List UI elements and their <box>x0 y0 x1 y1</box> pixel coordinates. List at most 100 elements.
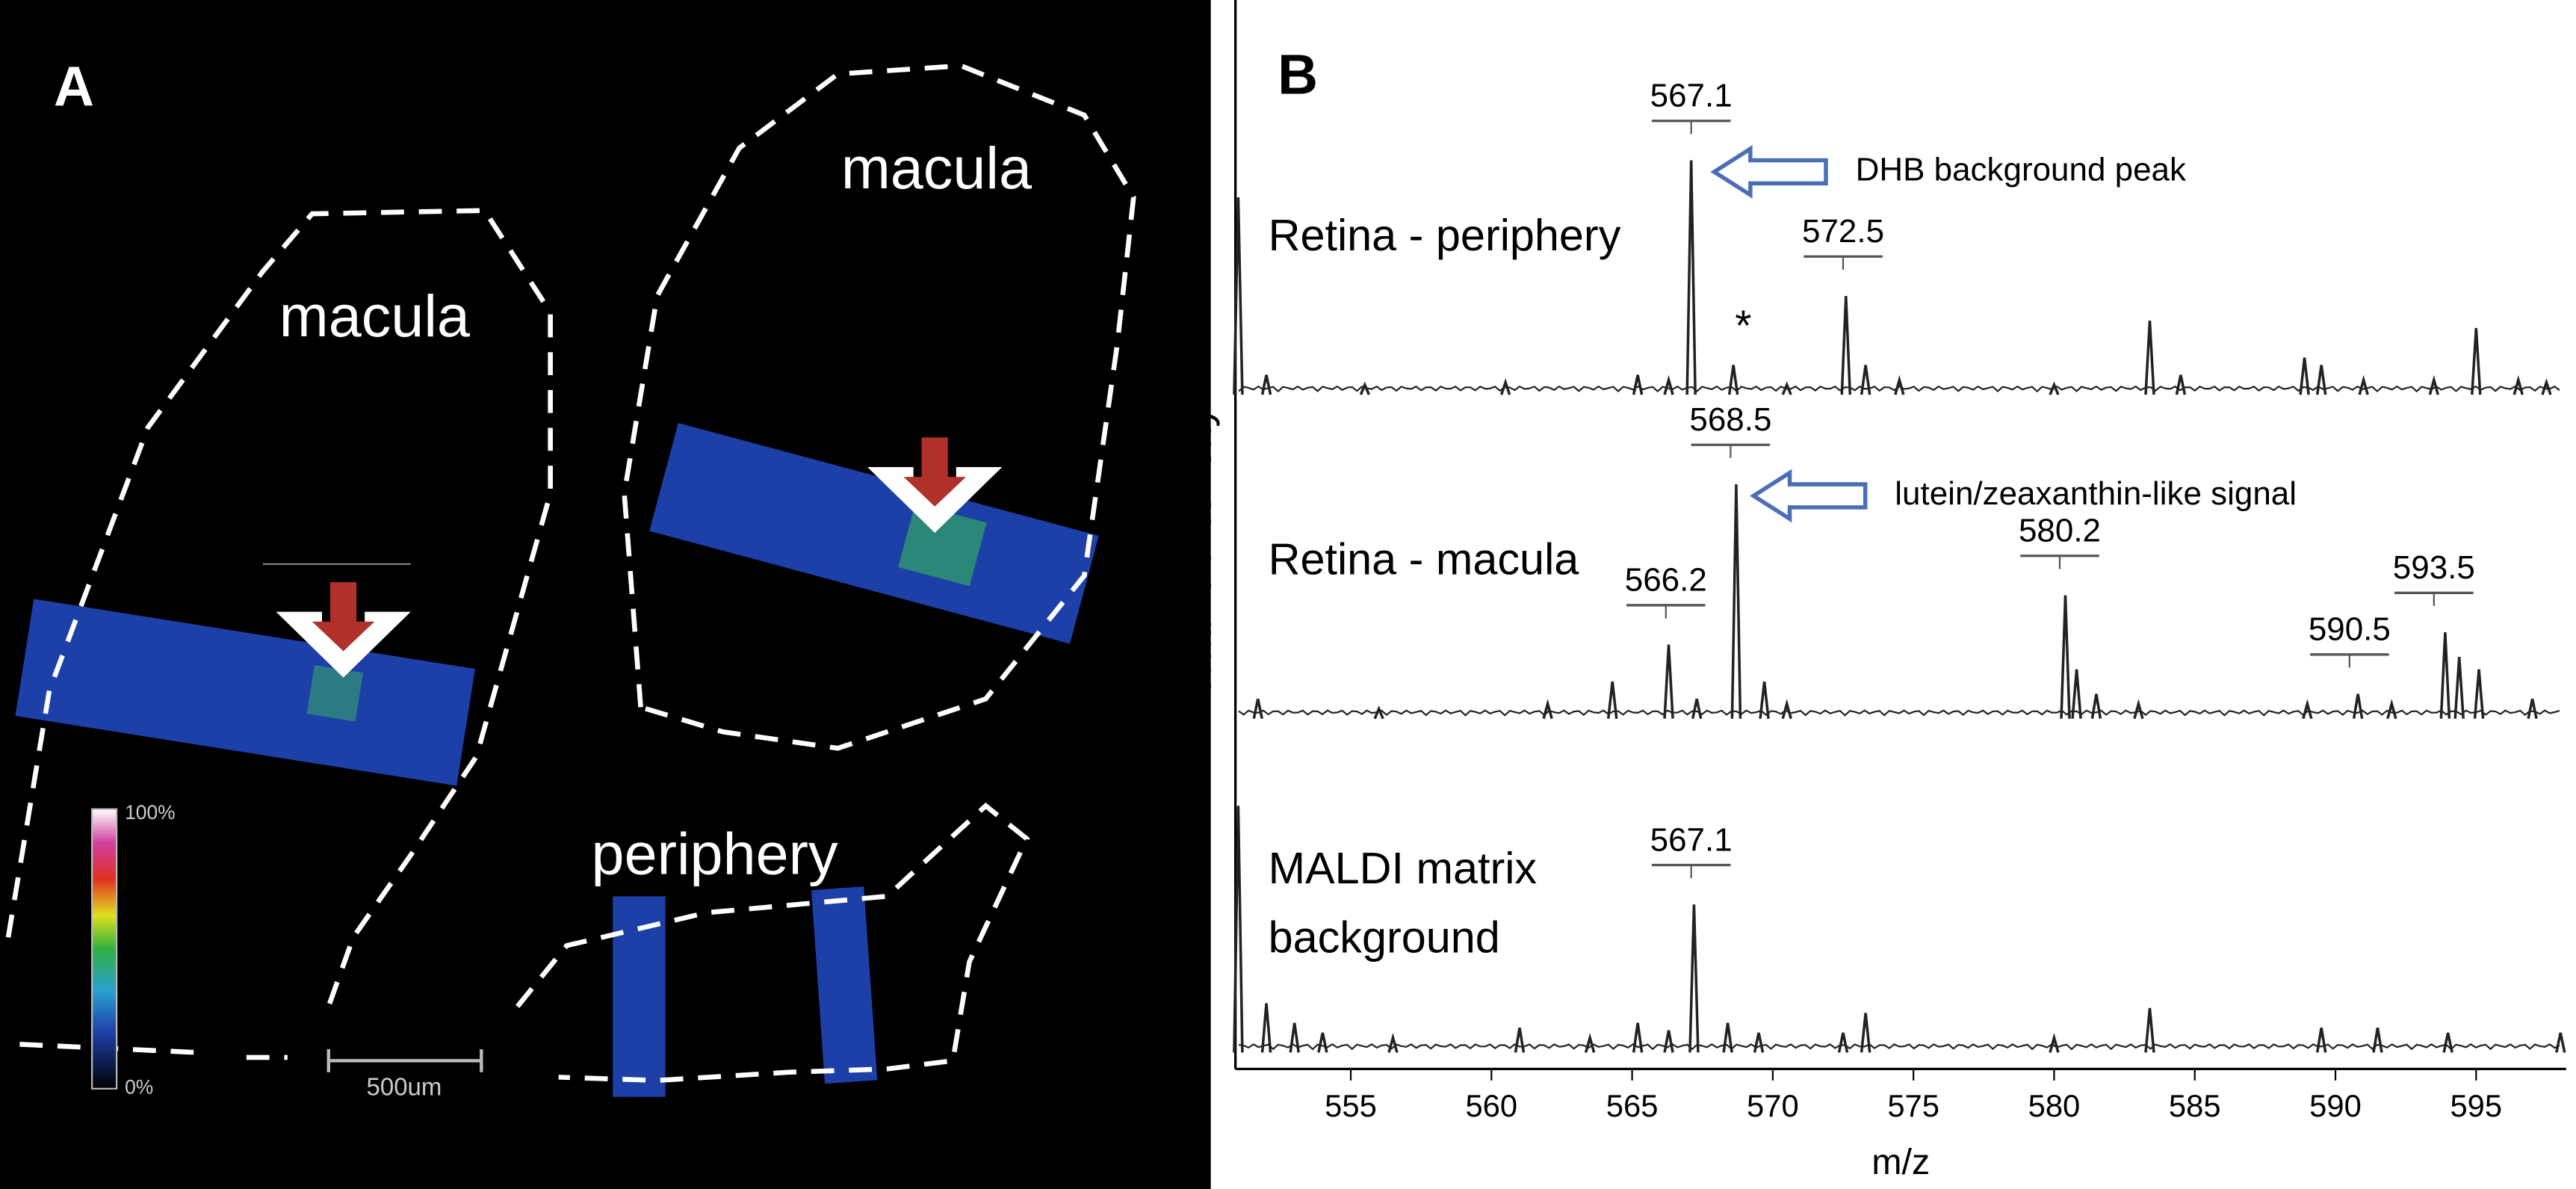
peak <box>2315 365 2327 395</box>
peak <box>1685 160 1697 395</box>
peak <box>2071 669 2082 719</box>
peak <box>1289 1022 1300 1053</box>
x-axis-label: m/z <box>1871 1142 1930 1182</box>
peak <box>2090 694 2102 719</box>
x-tick-label: 590 <box>2309 1088 2362 1123</box>
note-arrow <box>1710 145 1828 199</box>
tissue-strip <box>811 886 878 1084</box>
asterisk: * <box>1735 302 1751 350</box>
peak <box>2144 1007 2155 1053</box>
peak <box>1663 1030 1674 1053</box>
peak-label: 580.2 <box>2019 513 2101 549</box>
peak-label: 566.2 <box>1625 562 1707 599</box>
colorbar-max: 100% <box>125 801 175 824</box>
tissue-strip <box>649 422 1099 644</box>
peak <box>2175 374 2187 395</box>
peak <box>1837 1032 1849 1053</box>
peak <box>2512 374 2524 395</box>
peak <box>1260 1003 1272 1053</box>
peak <box>1233 806 1244 1053</box>
peak <box>2442 1032 2453 1053</box>
peak <box>2049 1032 2060 1053</box>
x-tick-label: 555 <box>1325 1088 1377 1123</box>
peak <box>1499 378 1511 395</box>
baseline-noise <box>1238 1043 2560 1051</box>
peak <box>2299 357 2310 395</box>
tissue-strip <box>15 599 475 786</box>
colorbar-min: 0% <box>125 1076 153 1099</box>
peak <box>1860 365 1871 395</box>
peak <box>2527 698 2538 720</box>
x-tick-label: 585 <box>2169 1088 2221 1123</box>
peak <box>1759 681 1770 719</box>
peak <box>1727 365 1739 395</box>
arrow-marker <box>903 437 966 507</box>
peak <box>1317 1032 1328 1053</box>
peak <box>1894 374 1905 395</box>
peak <box>2358 374 2369 395</box>
peak <box>1663 644 1674 719</box>
peak <box>2315 1028 2327 1053</box>
panel-label: B <box>1278 43 1318 105</box>
peak <box>2144 321 2155 395</box>
peak <box>1781 699 1792 720</box>
peak <box>1233 197 1244 395</box>
peak-label: 593.5 <box>2393 549 2475 586</box>
region-label: periphery <box>592 821 838 887</box>
x-tick-label: 560 <box>1465 1088 1517 1123</box>
series-name: Retina - macula <box>1269 534 1580 584</box>
peak <box>2386 699 2397 720</box>
peak <box>1730 484 1742 719</box>
region-outline <box>515 802 1030 1084</box>
peak <box>1781 381 1792 395</box>
peak-label: 567.1 <box>1650 78 1733 114</box>
note: lutein/zeaxanthin-like signal <box>1895 475 2297 512</box>
peak <box>2352 694 2364 719</box>
peak <box>2428 374 2440 395</box>
peak <box>1373 705 1384 720</box>
x-tick-label: 570 <box>1747 1088 1799 1123</box>
scale-bar-label: 500um <box>367 1072 442 1100</box>
peak-label: 567.1 <box>1650 821 1733 858</box>
x-tick-label: 575 <box>1887 1088 1939 1123</box>
peak-label: 568.5 <box>1689 401 1771 438</box>
arrow-marker <box>312 581 375 652</box>
peak <box>1252 698 1263 720</box>
peak-label: 572.5 <box>1802 213 1884 250</box>
peak <box>1860 1013 1871 1053</box>
note: DHB background peak <box>1856 152 2187 188</box>
peak <box>1514 1028 1526 1053</box>
peak <box>2473 669 2485 719</box>
peak <box>1606 681 1618 719</box>
peak <box>2439 632 2451 719</box>
note-arrow <box>1750 469 1868 523</box>
peak <box>1688 904 1700 1053</box>
series-name: MALDI matrix <box>1269 843 1538 893</box>
colorbar <box>91 808 118 1090</box>
x-tick-label: 580 <box>2028 1088 2081 1123</box>
series-name: Retina - periphery <box>1269 210 1621 260</box>
baseline-noise <box>1238 709 2560 717</box>
peak <box>2133 699 2144 720</box>
peak <box>2372 1028 2383 1053</box>
peak-label: 590.5 <box>2309 611 2391 648</box>
peak <box>1632 374 1644 395</box>
region-outline <box>5 208 553 1007</box>
peak <box>1753 1032 1765 1053</box>
panel-b: 555 560 565 570 575 580 585 590 595 m/z Relative i… <box>1172 0 2566 1182</box>
x-tick-label: 565 <box>1606 1088 1659 1123</box>
panel-a: A macula macula periphery 100% 0% 500um <box>0 0 1211 1189</box>
peak <box>2541 378 2552 395</box>
peak <box>2302 699 2313 720</box>
peak <box>1691 698 1703 720</box>
peak <box>1840 296 1852 395</box>
peak <box>2471 327 2482 395</box>
peak <box>1260 374 1272 395</box>
baseline-noise <box>1238 385 2560 393</box>
peak <box>1542 699 1553 720</box>
peak <box>1387 1032 1399 1053</box>
peak <box>1584 1032 1596 1053</box>
peak <box>1632 1022 1644 1053</box>
peak <box>2555 1032 2566 1053</box>
